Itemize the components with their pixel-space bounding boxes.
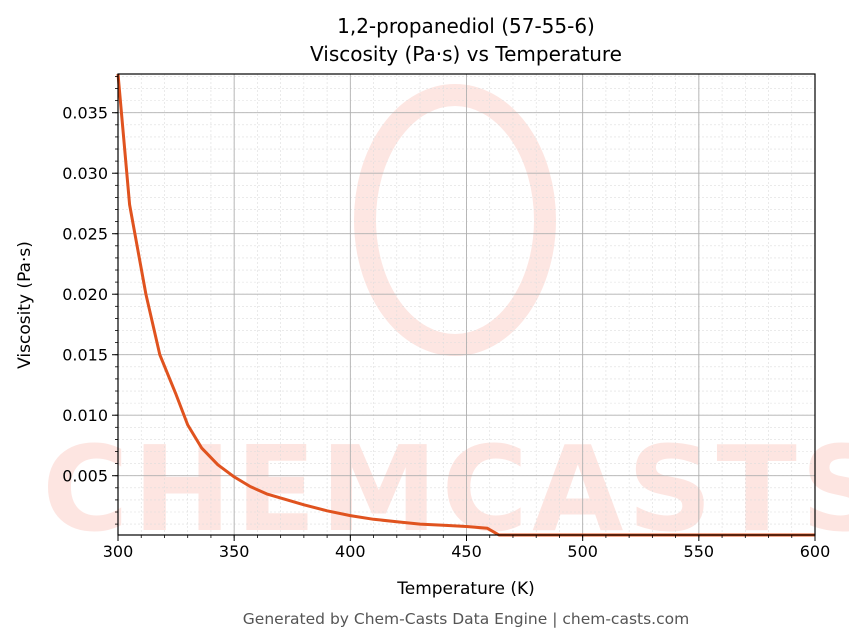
x-tick-label: 600: [800, 542, 831, 561]
x-tick-label: 500: [567, 542, 598, 561]
x-tick-label: 550: [684, 542, 715, 561]
chart-subtitle: Viscosity (Pa·s) vs Temperature: [310, 42, 622, 66]
x-tick-label: 300: [103, 542, 134, 561]
ticks: [112, 76, 816, 541]
y-tick-label: 0.010: [62, 406, 108, 425]
y-axis-label: Viscosity (Pa·s): [15, 241, 35, 369]
series-line-viscosity: [116, 73, 815, 537]
x-tick-label: 400: [335, 542, 366, 561]
y-tick-label: 0.025: [62, 225, 108, 244]
chart-title: 1,2-propanediol (57-55-6): [337, 14, 595, 38]
x-tick-label: 350: [219, 542, 250, 561]
x-axis-label: Temperature (K): [396, 579, 535, 599]
x-tick-label: 450: [451, 542, 482, 561]
y-tick-label: 0.005: [62, 467, 108, 486]
y-tick-label: 0.035: [62, 104, 108, 123]
y-tick-label: 0.015: [62, 346, 108, 365]
watermark-text: CHEMCASTS: [42, 420, 849, 558]
series-layer: [116, 73, 815, 537]
y-tick-label: 0.030: [62, 164, 108, 183]
y-tick-label: 0.020: [62, 285, 108, 304]
footer-credit: Generated by Chem-Casts Data Engine | ch…: [243, 610, 689, 628]
watermark: CHEMCASTS: [42, 84, 849, 558]
